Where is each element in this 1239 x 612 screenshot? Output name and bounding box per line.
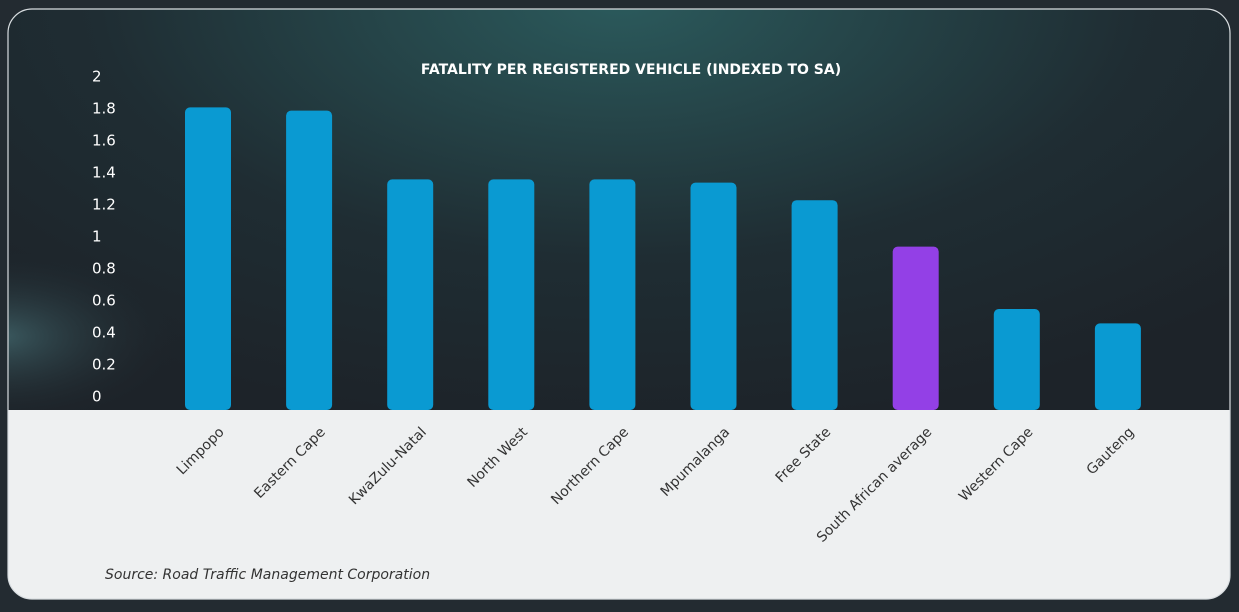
y-tick-label: 1 <box>92 228 102 246</box>
y-tick-label: 0.6 <box>92 292 116 310</box>
bar <box>892 246 939 410</box>
y-tick-label: 0.8 <box>92 260 116 278</box>
y-tick-label: 1.8 <box>92 100 116 118</box>
bar <box>488 179 535 410</box>
y-tick-label: 1.2 <box>92 196 116 214</box>
chart-title: FATALITY PER REGISTERED VEHICLE (INDEXED… <box>421 62 841 78</box>
y-tick-label: 0.2 <box>92 356 116 374</box>
label-band <box>8 410 1230 599</box>
bar <box>589 179 636 410</box>
y-tick-label: 1.4 <box>92 164 116 182</box>
y-tick-label: 1.6 <box>92 132 116 150</box>
y-tick-label: 2 <box>92 68 102 86</box>
bar <box>690 182 737 410</box>
bar <box>387 179 434 410</box>
bar <box>286 110 333 410</box>
source-note: Source: Road Traffic Management Corporat… <box>105 567 430 583</box>
y-tick-label: 0.4 <box>92 324 116 342</box>
bar <box>1094 323 1141 410</box>
bar <box>791 200 838 410</box>
bar <box>185 107 231 411</box>
y-tick-label: 0 <box>92 388 102 406</box>
bar <box>993 309 1040 410</box>
